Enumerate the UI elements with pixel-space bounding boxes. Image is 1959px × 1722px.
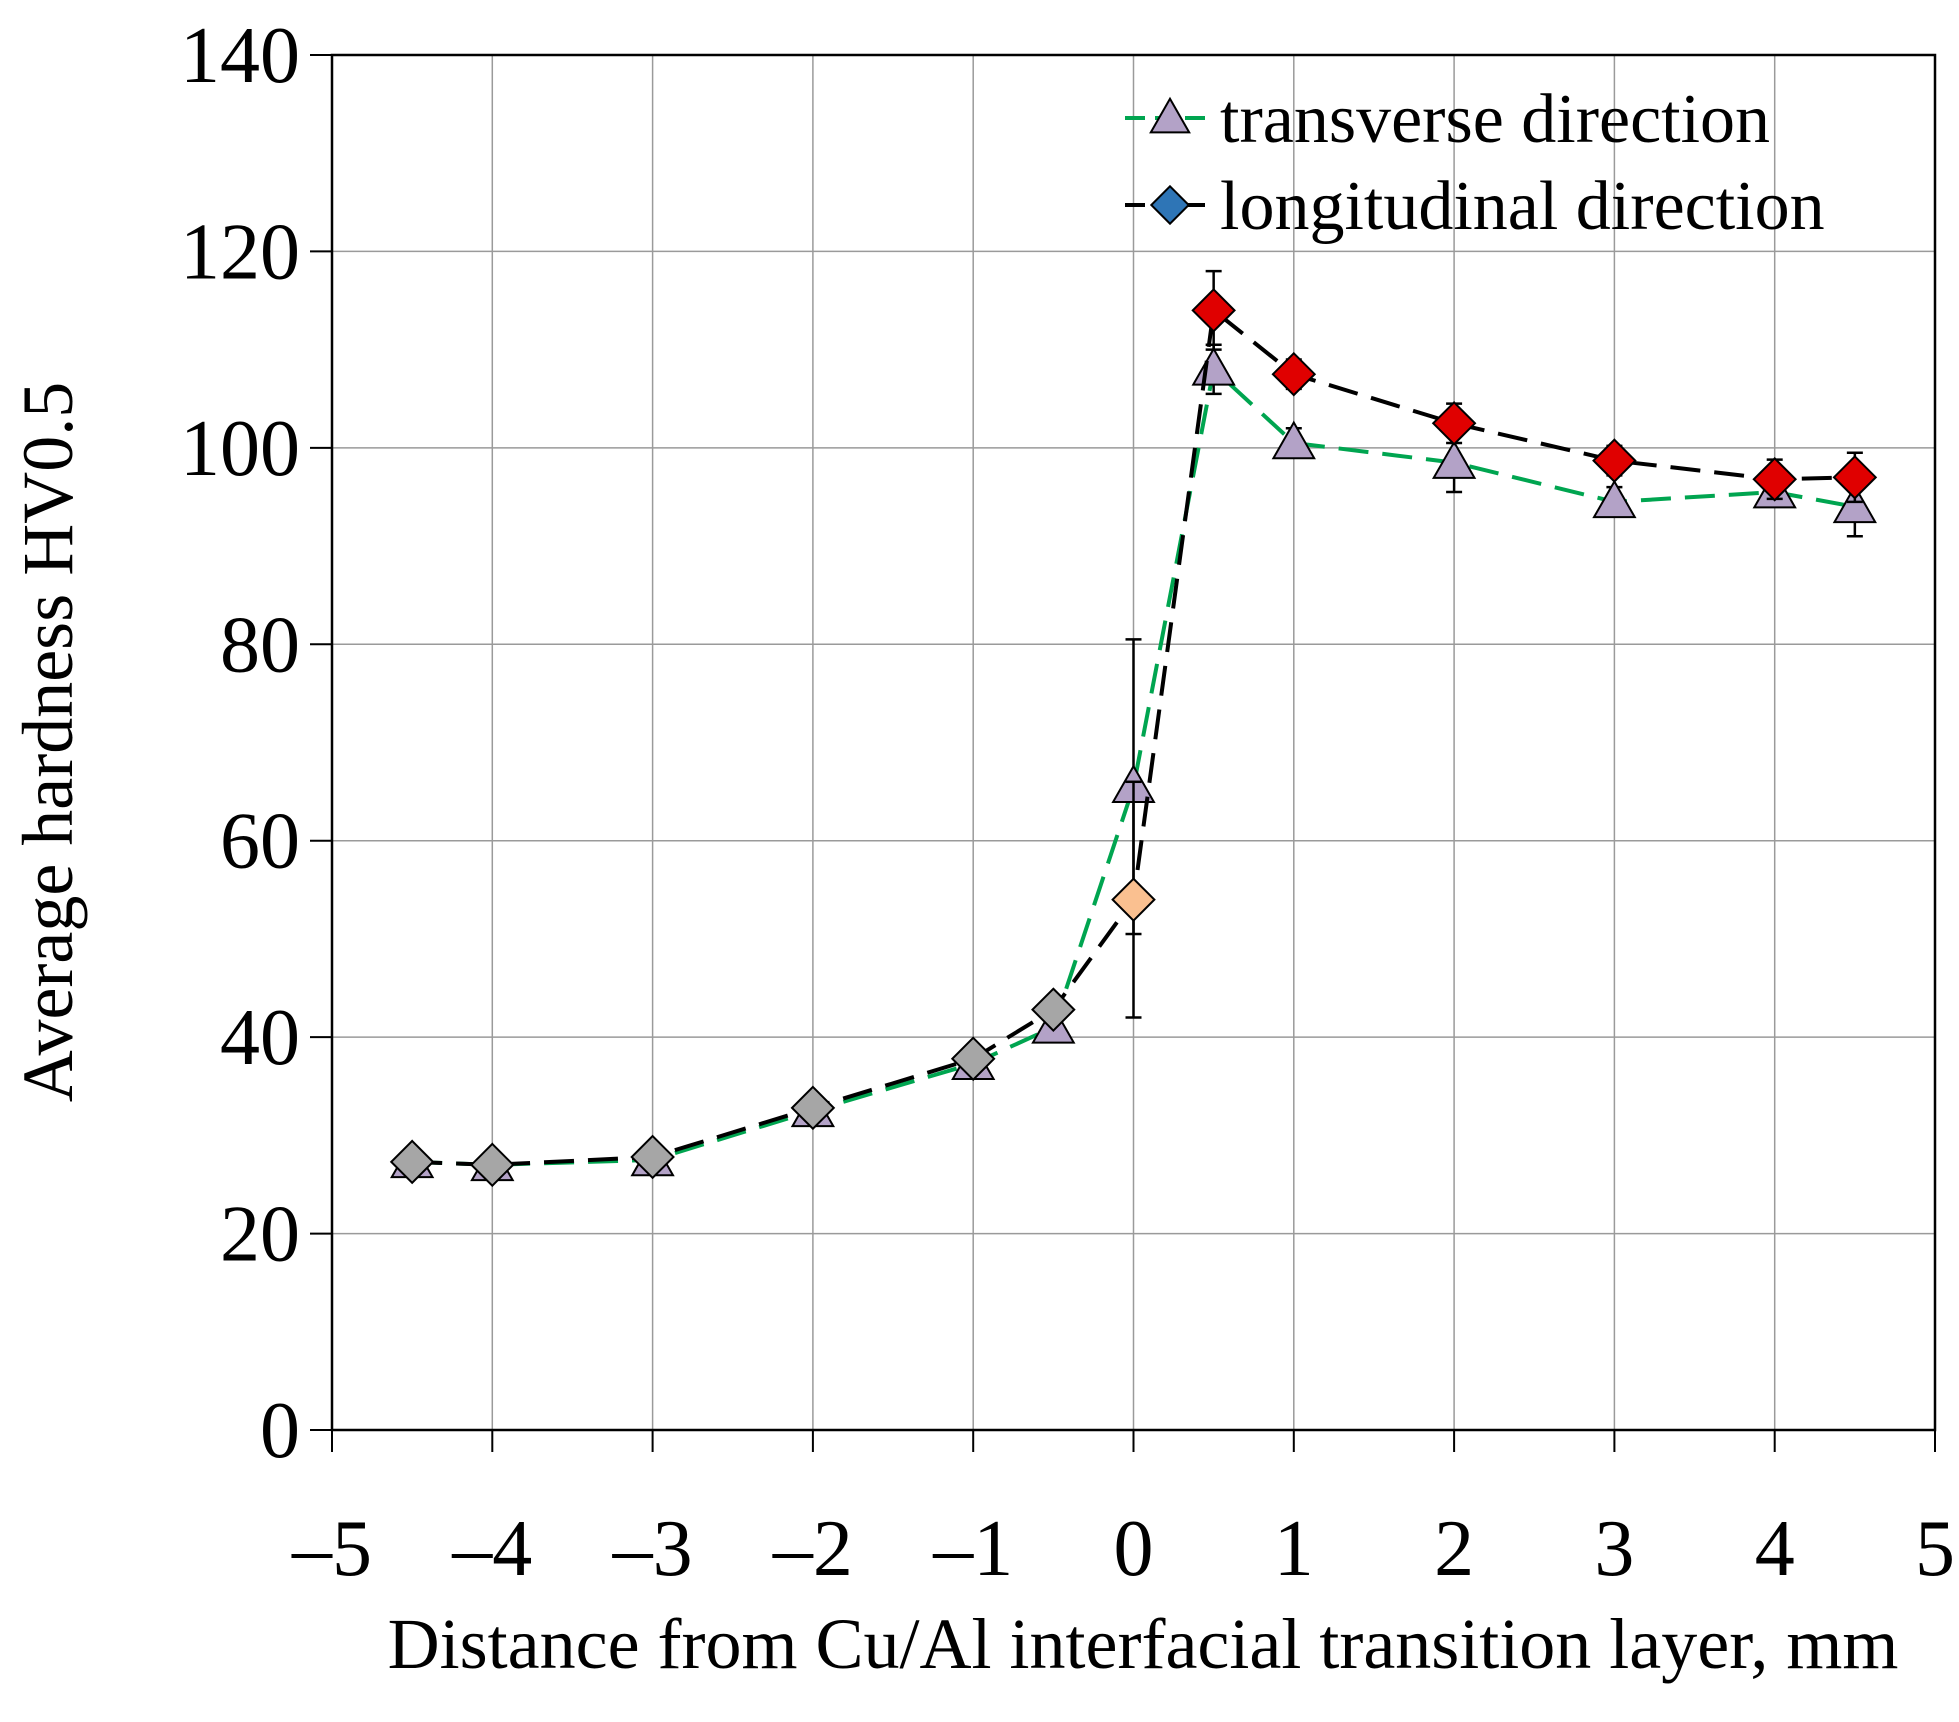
x-tick-label: –3: [612, 1505, 693, 1593]
data-point-diamond: [950, 1036, 996, 1082]
data-point-diamond: [1191, 288, 1236, 333]
y-tick-label: 140: [180, 12, 300, 100]
x-tick-label: 0: [1114, 1505, 1154, 1593]
data-point-diamond: [790, 1085, 836, 1131]
legend-entry-longitudinal: longitudinal direction: [1125, 168, 1825, 245]
data-point-diamond: [1271, 351, 1317, 397]
data-point-diamond: [630, 1134, 675, 1180]
x-tick-label: –4: [451, 1505, 532, 1593]
y-tick-label: 20: [220, 1191, 300, 1279]
data-point-diamond: [1031, 987, 1076, 1032]
data-point-triangle: [1431, 440, 1477, 479]
data-point-diamond: [1752, 456, 1798, 502]
series-longitudinal: [389, 269, 1878, 1188]
y-tick-label: 0: [260, 1387, 300, 1475]
y-tick-label: 120: [180, 208, 300, 296]
x-axis-title: Distance from Cu/Al interfacial transiti…: [388, 1604, 1899, 1684]
data-point-triangle: [1191, 346, 1236, 386]
legend: transverse direction longitudinal directi…: [1125, 81, 1825, 245]
y-axis-title: Average hardness HV0.5: [8, 382, 88, 1102]
x-tick-label: 1: [1274, 1505, 1314, 1593]
data-point-diamond: [1832, 455, 1878, 500]
data-point-diamond: [469, 1142, 515, 1188]
data-point-triangle: [1592, 479, 1637, 519]
data-point-triangle: [1832, 484, 1877, 524]
x-tick-label: 4: [1755, 1505, 1795, 1593]
x-tick-label: 3: [1594, 1505, 1634, 1593]
y-tick-label: 40: [220, 994, 300, 1082]
data-point-diamond: [389, 1139, 435, 1185]
y-tick-label: 60: [220, 798, 300, 886]
legend-label: transverse direction: [1220, 81, 1770, 158]
data-point-diamond: [1431, 400, 1477, 446]
legend-label: longitudinal direction: [1220, 168, 1825, 245]
data-point-diamond: [1592, 438, 1637, 483]
x-tick-label: –1: [932, 1505, 1013, 1593]
x-tick-label: 5: [1915, 1505, 1955, 1593]
x-tick-label: –5: [291, 1505, 372, 1593]
data-point-diamond: [1111, 877, 1156, 922]
legend-entry-transverse: transverse direction: [1125, 81, 1770, 158]
y-tick-label: 80: [220, 601, 300, 689]
y-tick-label: 100: [180, 405, 300, 493]
tick-labels: –5 –4 –3 –2 –1 0 1 2 3 4 5 0 20 40 60 80 100 120 140: [180, 12, 1955, 1593]
x-tick-label: –2: [772, 1505, 853, 1593]
x-tick-label: 2: [1434, 1505, 1474, 1593]
series-group: [389, 269, 1878, 1188]
legend-marker: [1149, 184, 1191, 226]
axes: [310, 53, 1937, 1452]
data-point-triangle: [1271, 420, 1316, 460]
legend-marker: [1149, 96, 1191, 134]
